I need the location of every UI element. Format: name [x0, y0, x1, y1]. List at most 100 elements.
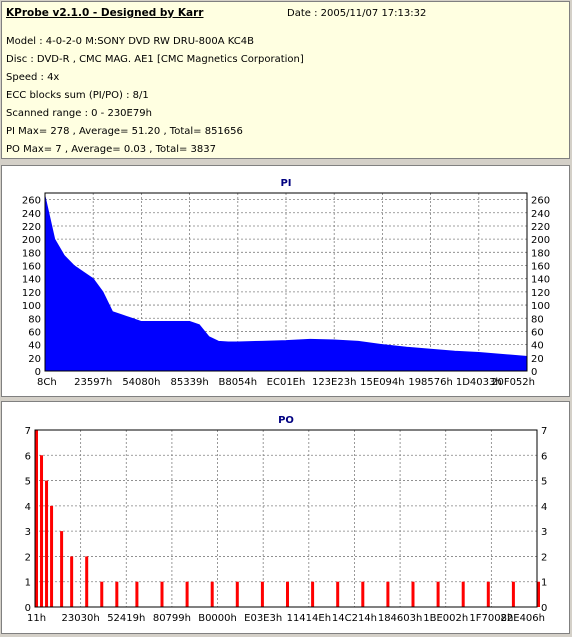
y-tick-label-left: 120	[22, 288, 41, 299]
pi-stats-line: PI Max= 278 , Average= 51.20 , Total= 85…	[6, 126, 243, 137]
po-bar	[486, 581, 490, 607]
x-tick-label: 80799h	[153, 613, 191, 624]
y-tick-label-left: 20	[28, 354, 41, 365]
x-tick-label: 52419h	[107, 613, 145, 624]
y-tick-label-right: 40	[531, 341, 544, 352]
model-line: Model : 4-0-2-0 M:SONY DVD RW DRU-800A K…	[6, 36, 254, 47]
y-tick-label-right: 140	[531, 275, 550, 286]
scan-date: Date : 2005/11/07 17:13:32	[287, 8, 427, 19]
po-bar	[40, 455, 44, 607]
x-tick-label: 85339h	[171, 377, 209, 388]
y-tick-label-left: 200	[22, 235, 41, 246]
y-tick-label-right: 4	[541, 502, 547, 513]
chart-title: PI	[280, 178, 291, 189]
y-tick-label-left: 140	[22, 275, 41, 286]
y-tick-label-right: 260	[531, 196, 550, 207]
x-tick-label: 1BE002h	[423, 613, 468, 624]
info-panel: KProbe v2.1.0 - Designed by Karr Date : …	[1, 1, 570, 159]
po-bar	[386, 581, 390, 607]
x-tick-label: E03E3h	[244, 613, 282, 624]
y-tick-label-right: 2	[541, 552, 547, 563]
pi-chart-panel: PI 0 0 20 20 40 40 60 60 80 80 100 100 120 120 140 140 16…	[1, 165, 570, 397]
x-tick-label: 20F052h	[491, 377, 535, 388]
po-bar	[45, 480, 49, 607]
y-tick-label-right: 7	[541, 426, 547, 437]
y-tick-label-left: 0	[35, 367, 41, 378]
x-tick-label: B0000h	[198, 613, 237, 624]
plot-frame	[34, 429, 538, 608]
y-tick-label-left: 3	[25, 527, 31, 538]
po-bar	[100, 581, 104, 607]
po-bar	[537, 581, 540, 607]
y-tick-label-right: 160	[531, 262, 550, 273]
y-tick-label-right: 240	[531, 209, 550, 220]
y-tick-label-left: 80	[28, 314, 41, 325]
po-bar	[135, 581, 139, 607]
po-bar	[286, 581, 289, 607]
y-tick-label-right: 80	[531, 314, 544, 325]
x-tick-label: 123E23h	[312, 377, 356, 388]
speed-line: Speed : 4x	[6, 72, 60, 83]
disc-line: Disc : DVD-R , CMC MAG. AE1 [CMC Magneti…	[6, 54, 304, 65]
y-tick-label-right: 220	[531, 222, 550, 233]
y-tick-label-left: 5	[25, 477, 31, 488]
po-bar	[60, 531, 64, 607]
y-tick-label-right: 100	[531, 301, 550, 312]
y-tick-label-right: 200	[531, 235, 550, 246]
po-bar	[50, 505, 54, 607]
y-tick-label-left: 160	[22, 262, 41, 273]
po-bar	[235, 581, 239, 607]
x-tick-label: 1D4033h	[456, 377, 502, 388]
po-bar	[361, 581, 365, 607]
x-tick-label: 22E406h	[501, 613, 545, 624]
y-tick-label-right: 5	[541, 477, 547, 488]
po-bar	[336, 581, 340, 607]
x-tick-label: 23597h	[74, 377, 112, 388]
x-tick-label: EC01Eh	[267, 377, 306, 388]
y-tick-label-right: 180	[531, 248, 550, 259]
x-tick-label: 54080h	[122, 377, 160, 388]
x-tick-label: 1F7008h	[469, 613, 513, 624]
po-bar	[70, 556, 74, 607]
x-tick-label: 14C214h	[332, 613, 377, 624]
po-bar	[185, 581, 189, 607]
x-tick-label: B8054h	[218, 377, 257, 388]
y-tick-label-left: 180	[22, 248, 41, 259]
y-tick-label-right: 60	[531, 327, 544, 338]
y-tick-label-right: 1	[541, 578, 547, 589]
x-tick-label: 11h	[27, 613, 46, 624]
po-bar	[35, 430, 38, 607]
y-tick-label-right: 120	[531, 288, 550, 299]
y-tick-label-left: 100	[22, 301, 41, 312]
y-tick-label-left: 6	[25, 451, 31, 462]
po-bar	[85, 556, 89, 607]
range-line: Scanned range : 0 - 230E79h	[6, 108, 152, 119]
x-tick-label: 11414Eh	[287, 613, 331, 624]
x-tick-label: 23030h	[62, 613, 100, 624]
po-bar	[260, 581, 264, 607]
y-tick-label-left: 1	[25, 578, 31, 589]
y-tick-label-right: 20	[531, 354, 544, 365]
y-tick-label-right: 3	[541, 527, 547, 538]
po-bar	[160, 581, 164, 607]
po-bar	[311, 581, 315, 607]
x-tick-label: 184603h	[378, 613, 423, 624]
po-bar	[461, 581, 465, 607]
po-chart: PO 0 0 1 1 2 2 3 3 4 4 5 5 6 6 7 7 11h 23030h 52419h 80799h B…	[25, 415, 548, 624]
x-tick-label: 8Ch	[37, 377, 57, 388]
x-tick-label: 15E094h	[360, 377, 404, 388]
po-bar	[210, 581, 214, 607]
y-tick-label-left: 4	[25, 502, 31, 513]
po-bar	[511, 581, 515, 607]
y-tick-label-left: 40	[28, 341, 41, 352]
chart-title: PO	[278, 415, 294, 426]
pi-chart: PI 0 0 20 20 40 40 60 60 80 80 100 100 120 120 140 140 16…	[22, 178, 550, 388]
ecc-line: ECC blocks sum (PI/PO) : 8/1	[6, 90, 149, 101]
y-tick-label-right: 0	[531, 367, 537, 378]
x-tick-label: 198576h	[408, 377, 453, 388]
y-tick-label-left: 240	[22, 209, 41, 220]
y-tick-label-left: 260	[22, 196, 41, 207]
plot-area	[35, 430, 537, 607]
y-tick-label-left: 60	[28, 327, 41, 338]
y-tick-label-right: 0	[541, 603, 547, 614]
